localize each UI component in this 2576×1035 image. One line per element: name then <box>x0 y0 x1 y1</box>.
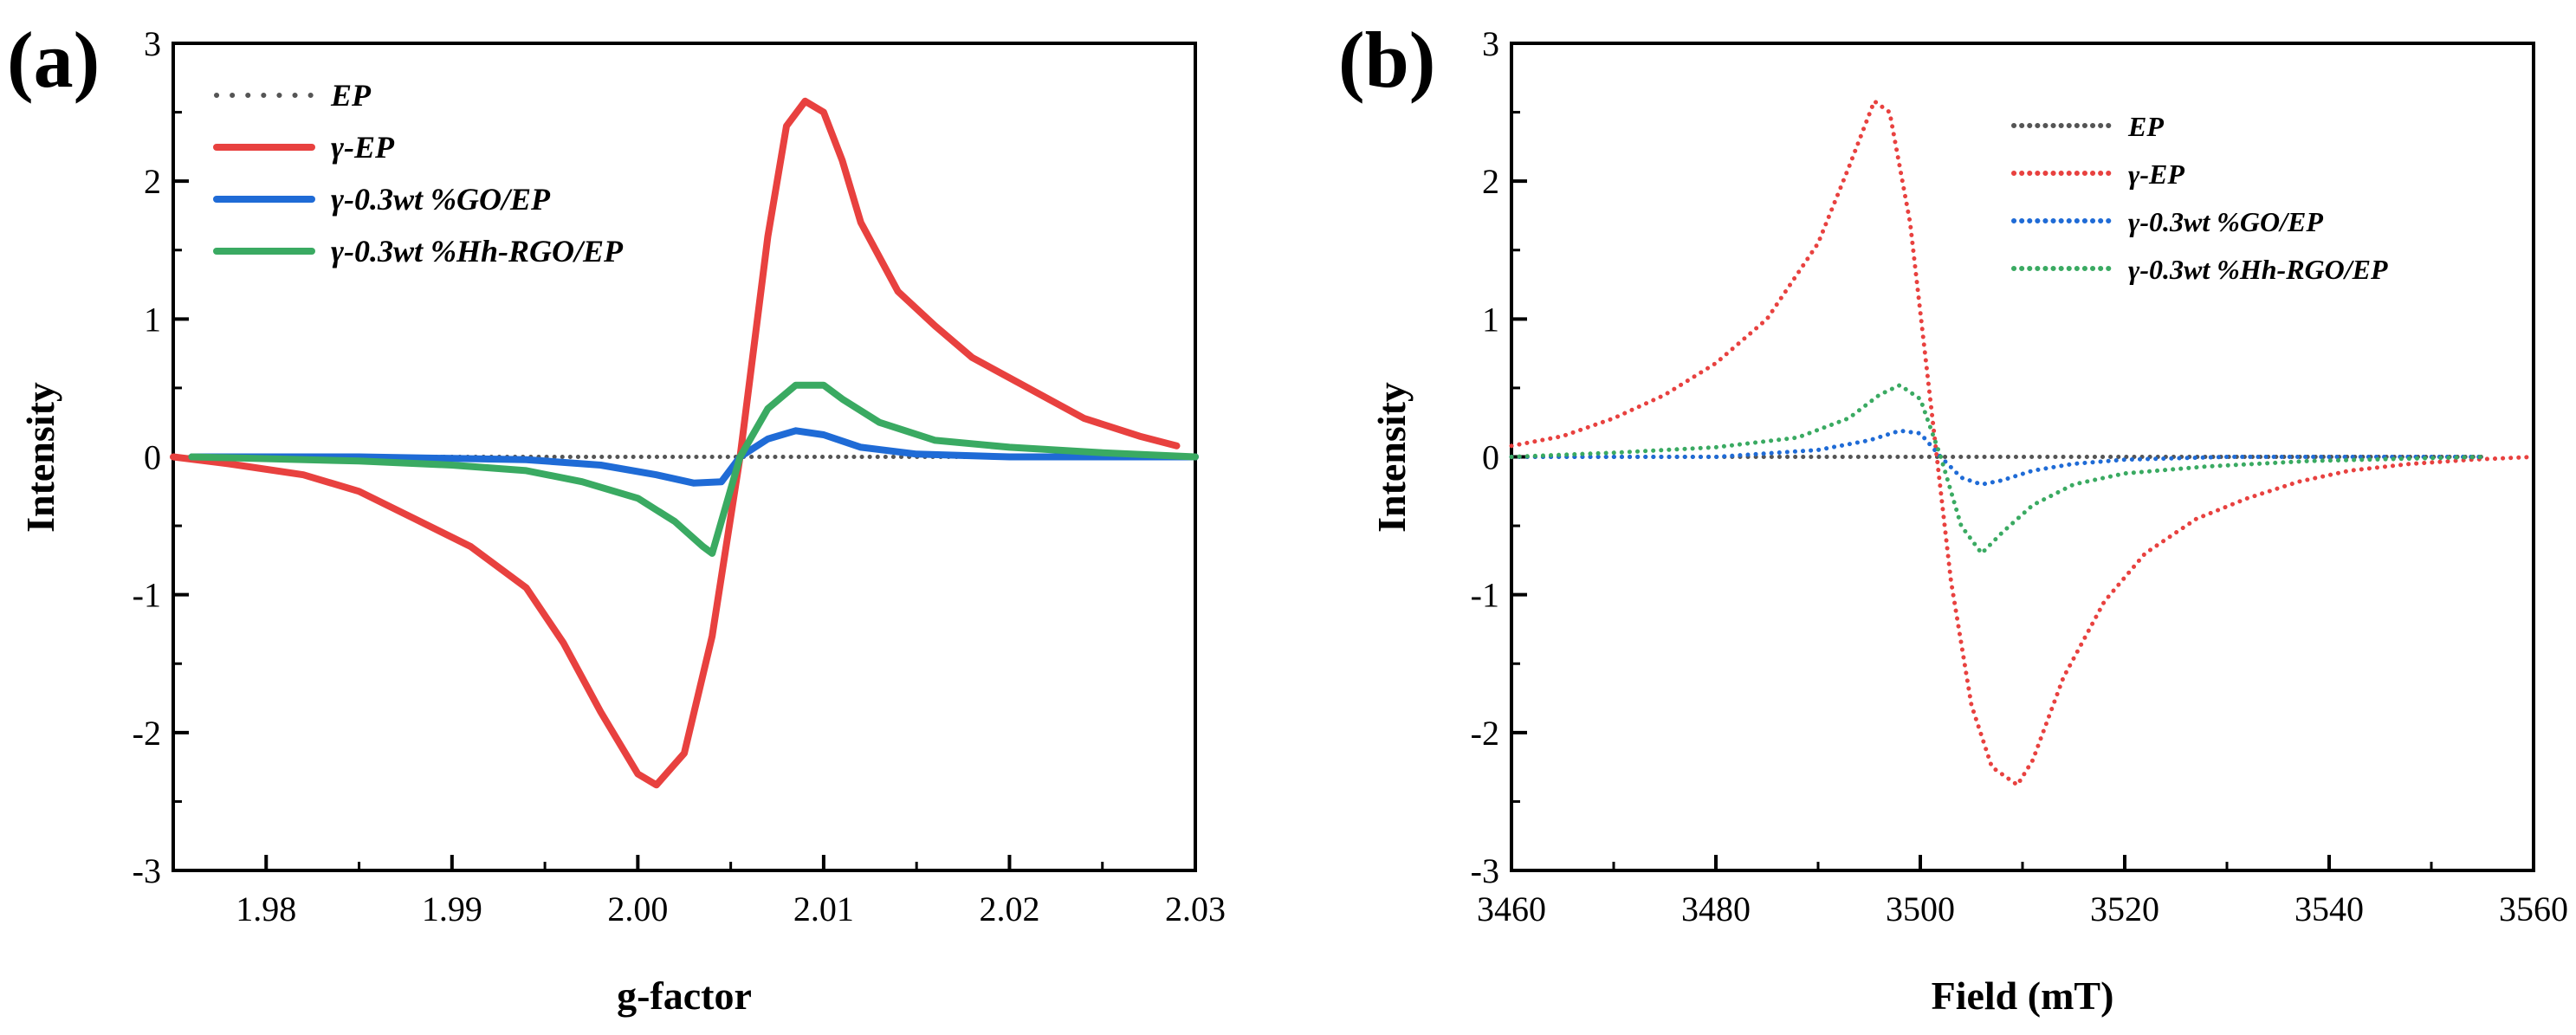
legend-label: EP <box>2127 111 2164 142</box>
x-tick-label: 1.99 <box>422 889 482 928</box>
legend-label: γ-0.3wt %Hh-RGO/EP <box>2128 254 2388 285</box>
legend-label: γ-EP <box>2128 158 2184 190</box>
series-line <box>1509 428 2485 487</box>
legend-label: γ-0.3wt %GO/EP <box>2128 206 2323 237</box>
y-tick-label: -3 <box>1471 851 1499 890</box>
legend-label: γ-0.3wt %GO/EP <box>331 182 551 217</box>
series-line <box>1509 383 2485 556</box>
panel-a-x-axis-title: g-factor <box>617 974 752 1018</box>
y-tick-label: -2 <box>133 714 161 753</box>
y-tick-label: -3 <box>133 851 161 890</box>
legend-label: EP <box>330 78 372 113</box>
y-tick-label: 3 <box>1482 24 1499 63</box>
y-tick-label: -1 <box>1471 576 1499 615</box>
x-tick-label: 1.98 <box>236 889 296 928</box>
x-tick-label: 3460 <box>1477 889 1546 928</box>
series-line <box>188 427 1199 487</box>
panel-b-y-axis-title: Intensity <box>1369 382 1414 533</box>
panel-b-x-axis-title: Field (mT) <box>1932 974 2114 1018</box>
panel-b-label: (b) <box>1338 16 1435 104</box>
y-tick-label: -2 <box>1471 714 1499 753</box>
y-tick-label: 0 <box>1482 438 1499 477</box>
panel-b-y-ticks: -3 -2 -1 0 1 2 3 <box>1471 24 1527 890</box>
series-line <box>170 97 1181 789</box>
x-tick-label: 2.00 <box>607 889 668 928</box>
y-tick-label: 2 <box>144 162 161 201</box>
panel-a-legend: EP γ-EP γ-0.3wt %GO/EP γ-0.3wt %Hh-RGO/EP <box>213 78 624 268</box>
y-tick-label: 2 <box>1482 162 1499 201</box>
x-tick-label: 3540 <box>2294 889 2364 928</box>
x-tick-label: 3560 <box>2499 889 2568 928</box>
panel-b-x-ticks: 3460 3480 3500 3520 3540 3560 <box>1477 855 2568 928</box>
panel-b-legend: EP γ-EP γ-0.3wt %GO/EP γ-0.3wt %Hh-RGO/EP <box>2011 111 2388 285</box>
legend-label: γ-0.3wt %Hh-RGO/EP <box>331 234 624 268</box>
y-tick-label: 3 <box>144 24 161 63</box>
y-tick-label: 0 <box>144 438 161 477</box>
y-tick-label: 1 <box>1482 300 1499 339</box>
panel-a-label: (a) <box>7 16 100 104</box>
x-tick-label: 2.03 <box>1165 889 1226 928</box>
x-tick-label: 2.01 <box>793 889 854 928</box>
series-line <box>188 381 1199 557</box>
x-tick-label: 3480 <box>1681 889 1751 928</box>
panel-a-y-ticks: -3 -2 -1 0 1 2 3 <box>133 24 189 890</box>
x-tick-label: 2.02 <box>979 889 1039 928</box>
series-line <box>1509 99 2536 787</box>
x-tick-label: 3520 <box>2090 889 2159 928</box>
panel-a-series <box>170 97 1199 789</box>
legend-label: γ-EP <box>331 130 395 165</box>
y-tick-label: -1 <box>133 576 161 615</box>
y-tick-label: 1 <box>144 300 161 339</box>
x-tick-label: 3500 <box>1886 889 1955 928</box>
panel-b-series <box>1509 99 2536 787</box>
panel-a-x-ticks: 1.98 1.99 2.00 2.01 2.02 2.03 <box>236 855 1226 928</box>
panel-a-y-axis-title: Intensity <box>18 382 62 533</box>
